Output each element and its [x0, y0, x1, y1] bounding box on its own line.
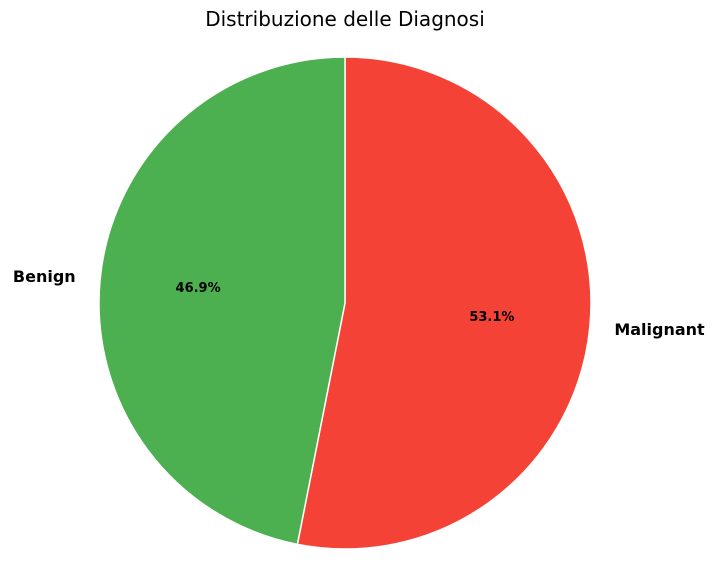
pie-labels: Malignant 53.1% Benign 46.9%	[13, 267, 705, 339]
slice-percent-malignant: 53.1%	[469, 310, 514, 325]
pie-slices	[98, 56, 592, 550]
chart-title: Distribuzione delle Diagnosi	[205, 7, 485, 31]
pie-slice-benign	[98, 56, 346, 546]
pie-slice-malignant	[296, 56, 592, 550]
slice-percent-benign: 46.9%	[176, 281, 221, 296]
slice-label-malignant: Malignant	[614, 320, 705, 339]
slice-label-benign: Benign	[13, 267, 76, 286]
